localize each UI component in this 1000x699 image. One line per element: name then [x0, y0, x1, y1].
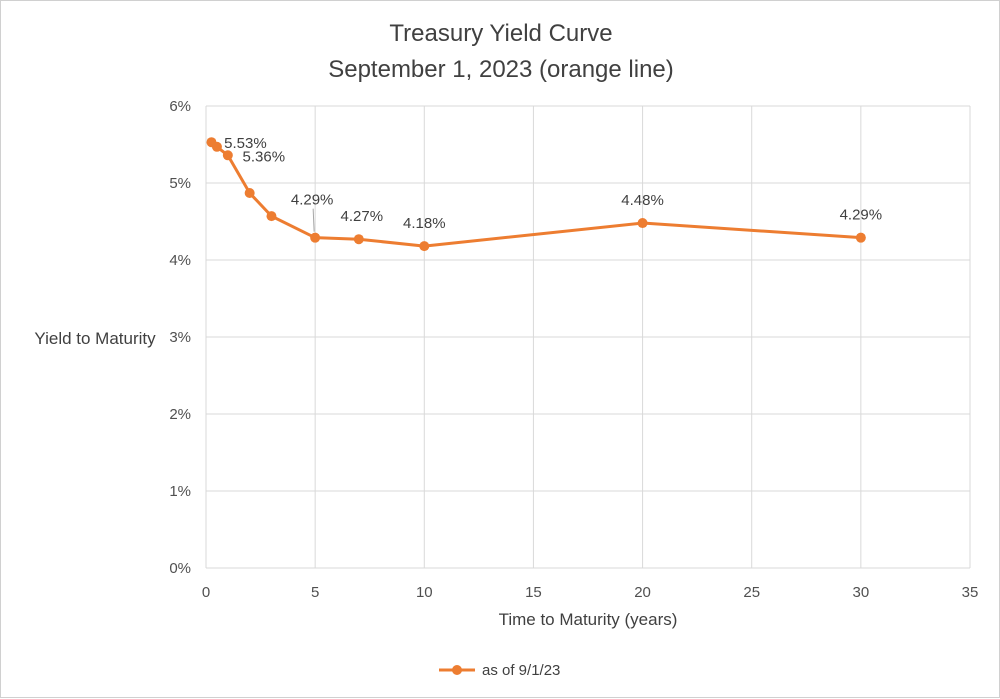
data-point: [855, 232, 866, 243]
x-tick-label: 0: [202, 584, 210, 601]
data-label: 5.36%: [243, 148, 286, 165]
y-tick-label: 4%: [169, 252, 191, 269]
legend-label: as of 9/1/23: [482, 662, 560, 679]
legend-point-marker: [452, 665, 462, 675]
series-layer: 5.53%5.36% 4.29% 4.27% 4.18% 4.48% 4.29%: [206, 135, 883, 252]
series-line: [210, 141, 861, 248]
chart-subtitle: September 1, 2023 (orange line): [328, 56, 674, 83]
data-label: 4.29%: [840, 207, 883, 224]
data-point: [419, 241, 430, 252]
data-point: [353, 234, 364, 245]
y-tick-label: 5%: [169, 175, 191, 192]
data-label: 4.29%: [291, 192, 334, 209]
data-label: 4.18%: [403, 215, 446, 232]
data-point: [222, 150, 233, 161]
y-tick-label: 3%: [169, 329, 191, 346]
data-point: [637, 218, 648, 229]
x-tick-label: 25: [743, 584, 760, 601]
data-point: [211, 141, 222, 152]
y-tick-label: 0%: [169, 560, 191, 577]
y-tick-label: 2%: [169, 406, 191, 423]
x-tick-label: 30: [853, 584, 870, 601]
chart-title: Treasury Yield Curve: [389, 20, 612, 47]
data-label: 4.48%: [621, 192, 664, 209]
gridlines: [205, 105, 971, 569]
data-point: [244, 188, 255, 199]
data-label: 4.27%: [341, 208, 384, 225]
y-tick-label: 6%: [169, 98, 191, 115]
x-tick-label: 5: [311, 584, 319, 601]
y-axis-title: Yield to Maturity: [34, 329, 156, 348]
x-tick-label: 10: [416, 584, 433, 601]
data-label: 5.53%: [224, 135, 267, 152]
x-axis-title: Time to Maturity (years): [499, 610, 678, 629]
data-point: [310, 232, 321, 243]
data-point: [266, 211, 277, 222]
axis-ticks: 0% 1% 2% 3% 4% 5% 6% 0 5 10 15 20 25 30 35: [169, 98, 978, 601]
x-tick-label: 15: [525, 584, 542, 601]
y-tick-label: 1%: [169, 483, 191, 500]
legend: as of 9/1/23: [439, 662, 560, 679]
x-tick-label: 35: [962, 584, 979, 601]
x-tick-label: 20: [634, 584, 651, 601]
label-leader-line: [312, 208, 315, 232]
